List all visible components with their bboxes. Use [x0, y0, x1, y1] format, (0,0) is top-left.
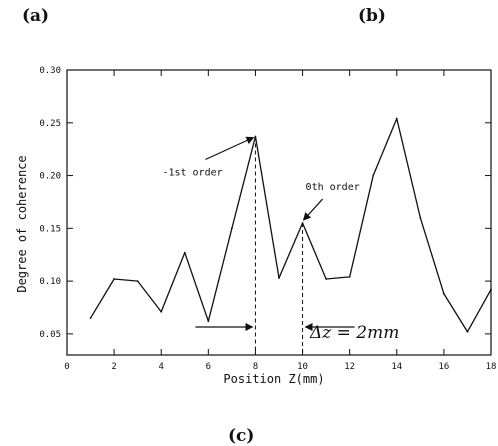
- x-tick-label: 2: [111, 362, 116, 372]
- annotations: -1st order 0th order: [162, 136, 360, 331]
- panel-label-a: (a): [22, 6, 50, 26]
- y-tick-label: 0.10: [39, 277, 61, 287]
- x-tick-label: 18: [486, 362, 497, 372]
- data-point: [490, 288, 492, 291]
- data-point: [183, 251, 186, 254]
- data-point: [89, 317, 92, 319]
- data-point: [207, 320, 210, 323]
- x-tick-label: 0: [64, 362, 69, 372]
- delta-z-label: Δz = 2mm: [309, 323, 399, 343]
- y-tick-label: 0.30: [39, 66, 61, 76]
- guide-lines: [254, 136, 304, 355]
- data-point: [466, 330, 469, 333]
- x-axis-title: Position Z(mm): [223, 372, 324, 386]
- data-point: [325, 278, 328, 280]
- y-tick-label: 0.25: [39, 119, 61, 129]
- plot-frame: [66, 69, 492, 356]
- series-group: [89, 117, 492, 333]
- data-point: [301, 222, 304, 224]
- y-tick-label: 0.15: [39, 224, 61, 234]
- data-point: [136, 280, 139, 283]
- x-tick-label: 4: [159, 362, 164, 372]
- panel-label-c: (c): [228, 426, 255, 446]
- data-point: [419, 216, 422, 219]
- axes: 0 2 4 6 8 10 12 14 16 18 0.05 0.10 0.15 0.20 0.25 0.30: [39, 66, 496, 372]
- callout-arrow-minus1: [205, 136, 255, 161]
- data-point: [113, 278, 116, 280]
- x-tick-label: 8: [253, 362, 258, 372]
- x-tick-label: 14: [391, 362, 402, 372]
- data-point: [254, 135, 257, 138]
- panel-label-b: (b): [358, 6, 386, 26]
- data-point: [230, 227, 233, 230]
- data-point: [395, 117, 398, 120]
- data-point: [278, 277, 280, 279]
- series-line: [89, 117, 492, 333]
- y-tick-label: 0.05: [39, 330, 61, 340]
- callout-label-0th: 0th order: [306, 182, 360, 193]
- x-tick-label: 16: [438, 362, 449, 372]
- x-tick-label: 10: [297, 362, 308, 372]
- data-point: [372, 174, 375, 177]
- data-point: [160, 310, 163, 313]
- callout-arrow-0th: [302, 198, 324, 221]
- y-axis-title: Degree of coherence: [15, 155, 29, 292]
- x-tick-label: 6: [206, 362, 211, 372]
- x-tick-label: 12: [344, 362, 355, 372]
- callout-label-minus1: -1st order: [162, 168, 222, 179]
- data-point: [442, 292, 445, 295]
- y-tick-label: 0.20: [39, 172, 61, 182]
- data-point: [348, 275, 351, 278]
